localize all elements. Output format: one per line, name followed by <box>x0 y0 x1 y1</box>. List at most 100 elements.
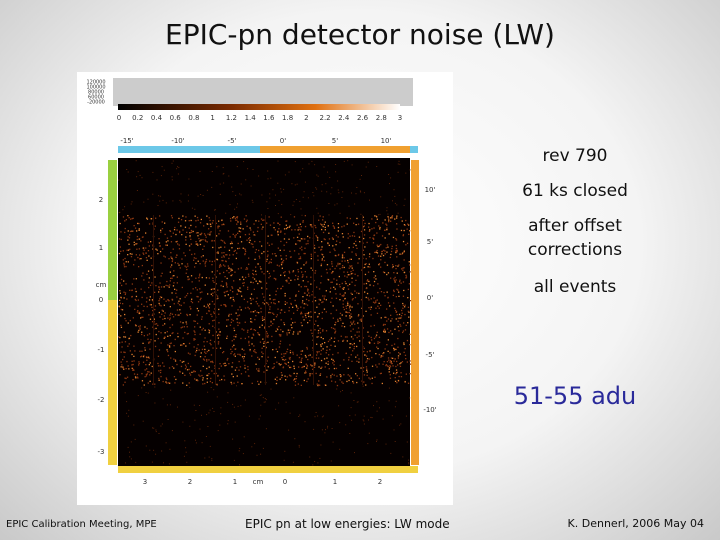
noise-dot <box>260 307 262 310</box>
noise-dot <box>337 340 340 342</box>
noise-dot <box>318 357 320 359</box>
noise-dot <box>376 232 378 234</box>
noise-dot <box>260 453 262 455</box>
noise-dot <box>282 285 284 287</box>
noise-dot <box>149 374 151 376</box>
noise-dot <box>196 349 198 352</box>
noise-dot <box>310 255 313 257</box>
noise-dot <box>201 374 203 377</box>
noise-dot <box>195 262 197 264</box>
noise-dot <box>121 364 123 366</box>
noise-dot <box>225 254 227 256</box>
annotation: rev 790 <box>542 146 608 166</box>
noise-dot <box>193 371 195 373</box>
noise-dot <box>363 374 366 376</box>
noise-dot <box>257 370 259 372</box>
noise-dot <box>122 259 124 261</box>
noise-dot <box>402 456 404 458</box>
noise-dot <box>402 307 404 309</box>
noise-dot <box>237 221 239 223</box>
noise-dot <box>399 281 401 283</box>
noise-dot <box>206 215 208 217</box>
noise-dot <box>148 255 150 257</box>
noise-dot <box>289 352 292 354</box>
noise-dot <box>262 302 264 304</box>
noise-dot <box>373 405 374 407</box>
noise-dot <box>355 253 357 255</box>
highlight: 51-55 adu <box>513 382 637 410</box>
noise-dot <box>180 225 182 227</box>
noise-dot <box>220 304 222 306</box>
noise-dot <box>145 252 147 254</box>
noise-dot <box>305 243 307 245</box>
noise-dot <box>128 217 130 219</box>
noise-dots <box>118 160 412 466</box>
noise-dot <box>273 277 275 280</box>
noise-dot <box>300 208 302 210</box>
noise-dot <box>162 310 164 312</box>
noise-dot <box>272 312 274 314</box>
noise-dot <box>153 318 155 320</box>
noise-dot <box>160 296 163 299</box>
noise-dot <box>167 285 169 287</box>
noise-dot <box>336 384 339 387</box>
noise-dot <box>120 326 123 328</box>
noise-dot <box>250 243 252 245</box>
noise-dot <box>275 348 277 350</box>
noise-dot <box>258 358 260 360</box>
noise-dot <box>331 358 333 360</box>
noise-dot <box>183 326 185 328</box>
noise-dot <box>347 237 349 239</box>
noise-dot <box>269 298 271 300</box>
noise-dot <box>149 318 152 320</box>
noise-dot <box>345 307 348 310</box>
noise-dot <box>277 234 279 236</box>
noise-dot <box>177 173 179 175</box>
noise-dot <box>347 160 349 162</box>
noise-dot <box>365 366 368 368</box>
noise-dot <box>180 344 182 346</box>
noise-dot <box>172 316 175 318</box>
noise-dot <box>299 228 301 231</box>
noise-dot <box>131 364 133 366</box>
noise-dot <box>383 249 385 251</box>
noise-dot <box>375 251 377 253</box>
noise-dot <box>302 221 304 223</box>
noise-dot <box>193 330 195 332</box>
slide-title: EPIC-pn detector noise (LW) <box>165 18 555 51</box>
noise-dot <box>146 305 148 308</box>
noise-dot <box>184 265 186 267</box>
noise-dot <box>293 250 296 252</box>
noise-dot <box>316 286 318 288</box>
noise-dot <box>183 252 185 254</box>
noise-dot <box>296 372 298 375</box>
noise-dot <box>222 285 224 288</box>
noise-dot <box>272 299 275 301</box>
noise-dot <box>205 260 207 263</box>
noise-dot <box>123 336 125 338</box>
noise-dot <box>120 278 123 281</box>
noise-dot <box>189 249 191 251</box>
noise-dot <box>220 285 222 287</box>
noise-dot <box>216 334 219 337</box>
noise-dot <box>375 336 377 338</box>
noise-dot <box>382 355 384 357</box>
noise-dot <box>157 355 160 357</box>
noise-dot <box>164 336 166 338</box>
noise-dot <box>220 413 222 415</box>
noise-dot <box>369 253 371 255</box>
noise-dot <box>129 248 131 250</box>
noise-dot <box>310 258 312 260</box>
noise-dot <box>263 251 265 253</box>
noise-dot <box>374 215 376 217</box>
noise-dot <box>249 349 251 352</box>
noise-dot <box>271 243 273 245</box>
noise-dot <box>368 341 370 343</box>
noise-dot <box>162 318 164 320</box>
noise-dot <box>321 366 323 368</box>
noise-dot <box>277 222 279 224</box>
noise-dot <box>155 285 157 287</box>
noise-dot <box>326 357 328 359</box>
noise-dot <box>273 227 275 229</box>
noise-dot <box>176 276 178 278</box>
